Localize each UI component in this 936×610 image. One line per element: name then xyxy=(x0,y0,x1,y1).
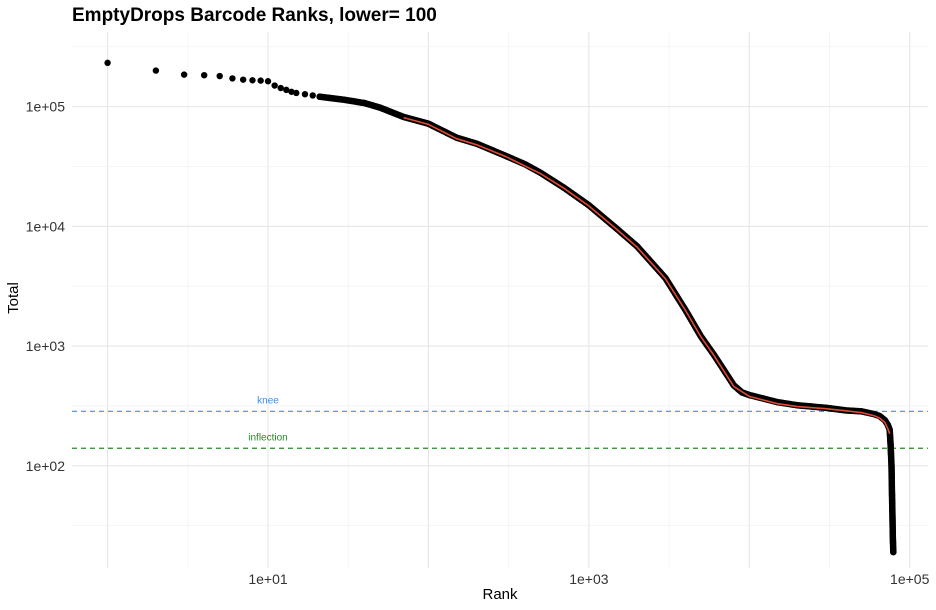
data-points xyxy=(104,59,897,556)
fitted-curve xyxy=(403,116,891,435)
inflection-label: inflection xyxy=(248,432,287,443)
x-tick-label: 1e+05 xyxy=(890,571,930,587)
data-point xyxy=(271,82,278,89)
data-point xyxy=(264,78,272,85)
knee-label: knee xyxy=(257,395,279,406)
data-point xyxy=(152,67,160,74)
fitted-curve-line xyxy=(403,116,891,435)
data-point xyxy=(301,90,309,98)
reference-lines: knee inflection xyxy=(72,395,928,449)
y-tick-label: 1e+04 xyxy=(26,218,66,234)
x-tick-label: 1e+03 xyxy=(569,571,609,587)
data-point xyxy=(889,548,897,556)
data-point xyxy=(229,75,236,82)
data-point xyxy=(288,88,295,95)
y-tick-label: 1e+05 xyxy=(26,99,66,115)
y-tick-label: 1e+02 xyxy=(26,458,66,474)
data-point xyxy=(200,71,208,79)
tick-labels: 1e+01 1e+03 1e+05 1e+02 1e+03 1e+04 1e+05 xyxy=(26,99,930,587)
data-point xyxy=(283,86,290,94)
data-point xyxy=(257,77,264,84)
y-axis-label: Total xyxy=(5,282,22,314)
data-point xyxy=(239,76,247,83)
data-point xyxy=(277,84,284,92)
x-axis-label: Rank xyxy=(482,586,518,603)
data-point xyxy=(104,59,111,67)
grid xyxy=(72,32,928,568)
data-point xyxy=(249,77,256,84)
data-point xyxy=(309,92,316,99)
y-tick-label: 1e+03 xyxy=(26,338,66,354)
data-point xyxy=(216,72,223,80)
x-tick-label: 1e+01 xyxy=(248,571,288,587)
data-point xyxy=(180,71,188,78)
chart-title: EmptyDrops Barcode Ranks, lower= 100 xyxy=(72,5,437,26)
data-point xyxy=(293,89,300,97)
